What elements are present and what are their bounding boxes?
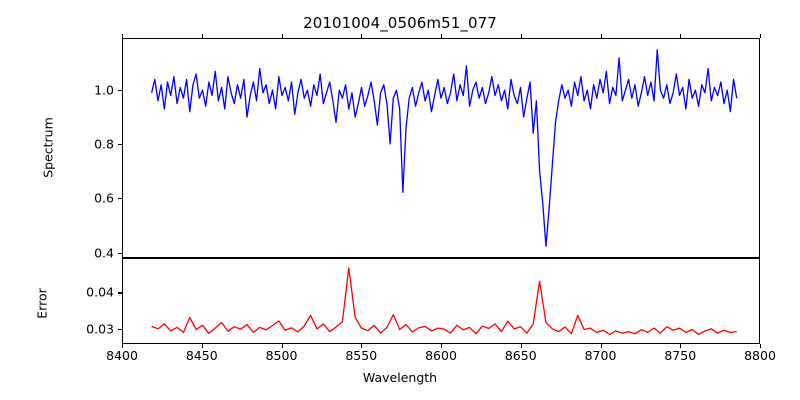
spectrum-trace: [123, 39, 759, 257]
x-tick-mark-top: [600, 34, 602, 38]
x-tick-mark-top: [680, 34, 682, 38]
y-axis-spectrum-tick-label: 0.4: [94, 245, 114, 261]
y-axis-label-error: Error: [34, 288, 50, 319]
x-axis-label: Wavelength: [362, 370, 438, 385]
y-axis-spectrum-tick-mark: [118, 143, 122, 146]
x-tick-mark: [361, 344, 363, 348]
x-tick-mark: [600, 344, 602, 348]
x-tick-mark: [441, 344, 443, 348]
x-tick-mark-top: [520, 34, 522, 38]
x-tick-mark: [520, 344, 522, 348]
y-axis-spectrum-tick-label: 0.8: [94, 136, 114, 152]
x-tick-label: 8800: [744, 348, 776, 363]
x-tick-mark-top: [201, 34, 203, 38]
x-tick-mark-top: [760, 34, 762, 38]
y-axis-error-tick-mark: [118, 292, 122, 294]
x-tick-label: 8700: [584, 348, 617, 363]
y-axis-spectrum-tick-mark: [118, 198, 122, 200]
y-axis-error-tick-mark: [118, 328, 122, 330]
y-axis-error-tick-label: 0.03: [86, 321, 114, 337]
x-tick-mark: [680, 344, 682, 348]
x-tick-mark: [122, 344, 124, 348]
y-axis-label-spectrum: Spectrum: [40, 117, 56, 178]
error-panel: [122, 258, 760, 344]
x-tick-mark-top: [281, 34, 283, 38]
x-tick-label: 8550: [345, 348, 378, 363]
x-tick-mark-top: [441, 34, 443, 38]
y-axis-spectrum-tick-label: 0.6: [94, 190, 114, 206]
error-line: [152, 268, 737, 335]
x-tick-mark: [760, 344, 762, 348]
y-axis-spectrum-tick-label: 1.0: [94, 82, 114, 98]
x-tick-label: 8750: [664, 348, 697, 363]
x-tick-label: 8400: [106, 348, 138, 363]
y-axis-spectrum-tick-mark: [118, 89, 122, 91]
x-tick-mark: [201, 344, 203, 348]
x-tick-mark: [281, 344, 283, 348]
x-tick-label: 8450: [185, 348, 218, 363]
x-tick-label: 8650: [504, 348, 537, 363]
spectrum-line: [152, 50, 737, 246]
x-tick-label: 8500: [265, 348, 298, 363]
figure-title: 20101004_0506m51_077: [303, 14, 497, 32]
x-tick-mark-top: [122, 34, 124, 38]
y-axis-error-tick-label: 0.04: [86, 284, 114, 300]
x-tick-label: 8600: [425, 348, 457, 363]
spectrum-panel: [122, 38, 760, 258]
error-trace: [123, 259, 759, 343]
y-axis-spectrum-tick-mark: [118, 252, 122, 254]
x-tick-mark-top: [361, 34, 363, 38]
